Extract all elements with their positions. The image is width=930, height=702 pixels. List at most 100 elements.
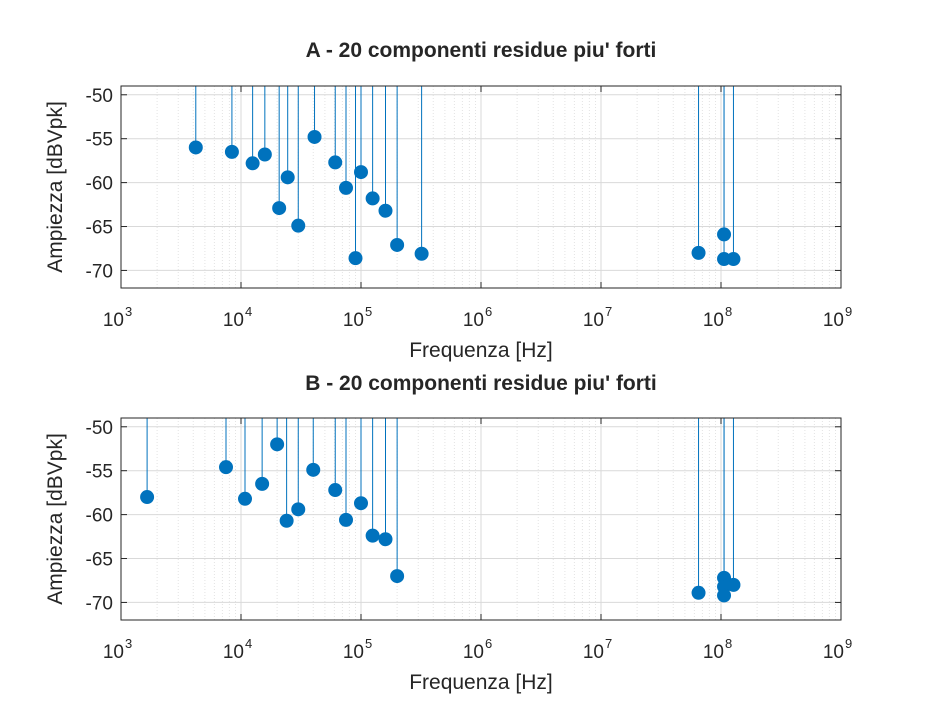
stem-marker — [280, 170, 295, 185]
stem-marker — [348, 251, 363, 266]
stem-marker — [365, 528, 380, 543]
x-tick-exponent: 6 — [485, 304, 492, 319]
x-tick-exponent: 4 — [245, 304, 252, 319]
stem-marker — [255, 476, 270, 491]
y-axis-label: Ampiezza [dBVpk] — [44, 101, 67, 273]
axes-box — [120, 417, 842, 621]
x-tick-exponent: 5 — [365, 636, 372, 651]
x-tick-base: 10 — [583, 310, 604, 331]
x-tick-base: 10 — [703, 310, 724, 331]
x-tick-label: 10 7 — [583, 304, 612, 331]
stem-marker — [291, 218, 306, 233]
stem-marker — [414, 246, 429, 261]
x-tick-exponent: 7 — [605, 304, 612, 319]
stem-marker — [219, 460, 234, 475]
x-tick-label: 10 4 — [223, 304, 252, 331]
x-tick-label: 10 7 — [583, 636, 612, 663]
x-tick-base: 10 — [463, 310, 484, 331]
stem-marker — [328, 483, 343, 498]
x-tick-label: 10 9 — [823, 636, 852, 663]
y-tick-label: -60 — [86, 174, 113, 195]
stem-marker — [270, 437, 285, 452]
x-tick-exponent: 8 — [725, 304, 732, 319]
x-tick-label: 10 8 — [703, 304, 732, 331]
stem-marker — [726, 577, 741, 592]
x-tick-exponent: 7 — [605, 636, 612, 651]
x-tick-label: 10 6 — [463, 304, 492, 331]
x-tick-exponent: 6 — [485, 636, 492, 651]
stem-marker — [224, 144, 239, 159]
stem-marker — [279, 513, 294, 528]
x-tick-exponent: 3 — [125, 636, 132, 651]
stem-marker — [390, 569, 405, 584]
x-tick-label: 10 8 — [703, 636, 732, 663]
chart-title: B - 20 componenti residue piu' forti — [305, 372, 657, 395]
x-tick-label: 10 6 — [463, 636, 492, 663]
stem-series — [140, 418, 741, 603]
y-tick-label: -60 — [86, 506, 113, 527]
stem-marker — [307, 129, 322, 144]
x-tick-exponent: 3 — [125, 304, 132, 319]
stem-marker — [291, 502, 306, 517]
x-axis-label: Frequenza [Hz] — [409, 339, 553, 362]
x-tick-label: 10 4 — [223, 636, 252, 663]
stem-marker — [691, 585, 706, 600]
stem-marker — [339, 180, 354, 195]
x-tick-base: 10 — [103, 310, 124, 331]
y-tick-label: -50 — [86, 86, 113, 107]
x-tick-exponent: 5 — [365, 304, 372, 319]
stem-marker — [245, 156, 260, 171]
x-tick-label: 10 3 — [103, 304, 132, 331]
x-tick-base: 10 — [223, 642, 244, 663]
stem-marker — [257, 147, 272, 162]
stem-marker — [717, 588, 732, 603]
y-tick-label: -70 — [86, 593, 113, 614]
stem-marker — [272, 201, 287, 216]
y-tick-label: -55 — [86, 462, 113, 483]
x-tick-label: 10 3 — [103, 636, 132, 663]
y-tick-label: -65 — [86, 550, 113, 571]
x-tick-base: 10 — [223, 310, 244, 331]
stem-marker — [238, 491, 253, 506]
x-tick-exponent: 9 — [845, 304, 852, 319]
y-tick-label: -65 — [86, 218, 113, 239]
stem-marker — [354, 165, 368, 180]
stem-marker — [365, 191, 380, 206]
x-tick-base: 10 — [463, 642, 484, 663]
x-tick-base: 10 — [103, 642, 124, 663]
stem-marker — [378, 203, 393, 218]
stem-marker — [726, 252, 741, 267]
stem-marker — [188, 140, 203, 155]
stem-marker — [691, 245, 706, 260]
x-tick-exponent: 8 — [725, 636, 732, 651]
x-tick-base: 10 — [343, 642, 364, 663]
y-tick-label: -50 — [86, 418, 113, 439]
x-tick-base: 10 — [703, 642, 724, 663]
x-tick-base: 10 — [823, 310, 844, 331]
x-tick-label: 10 5 — [343, 304, 372, 331]
stem-marker — [354, 496, 368, 511]
stem-marker — [306, 462, 321, 477]
stem-marker — [328, 155, 343, 170]
axes-box — [120, 85, 842, 289]
stem-series — [188, 86, 741, 267]
x-axis-label: Frequenza [Hz] — [409, 671, 553, 694]
x-tick-label: 10 5 — [343, 636, 372, 663]
stem-marker — [378, 532, 393, 547]
x-tick-base: 10 — [823, 642, 844, 663]
stem-marker — [390, 237, 405, 252]
chart-title: A - 20 componenti residue piu' forti — [306, 39, 657, 62]
x-tick-base: 10 — [583, 642, 604, 663]
stem-marker — [339, 512, 354, 527]
x-tick-base: 10 — [343, 310, 364, 331]
stem-marker — [140, 490, 155, 505]
x-tick-label: 10 9 — [823, 304, 852, 331]
x-tick-exponent: 4 — [245, 636, 252, 651]
y-tick-label: -55 — [86, 130, 113, 151]
x-tick-exponent: 9 — [845, 636, 852, 651]
y-axis-label: Ampiezza [dBVpk] — [44, 433, 67, 605]
